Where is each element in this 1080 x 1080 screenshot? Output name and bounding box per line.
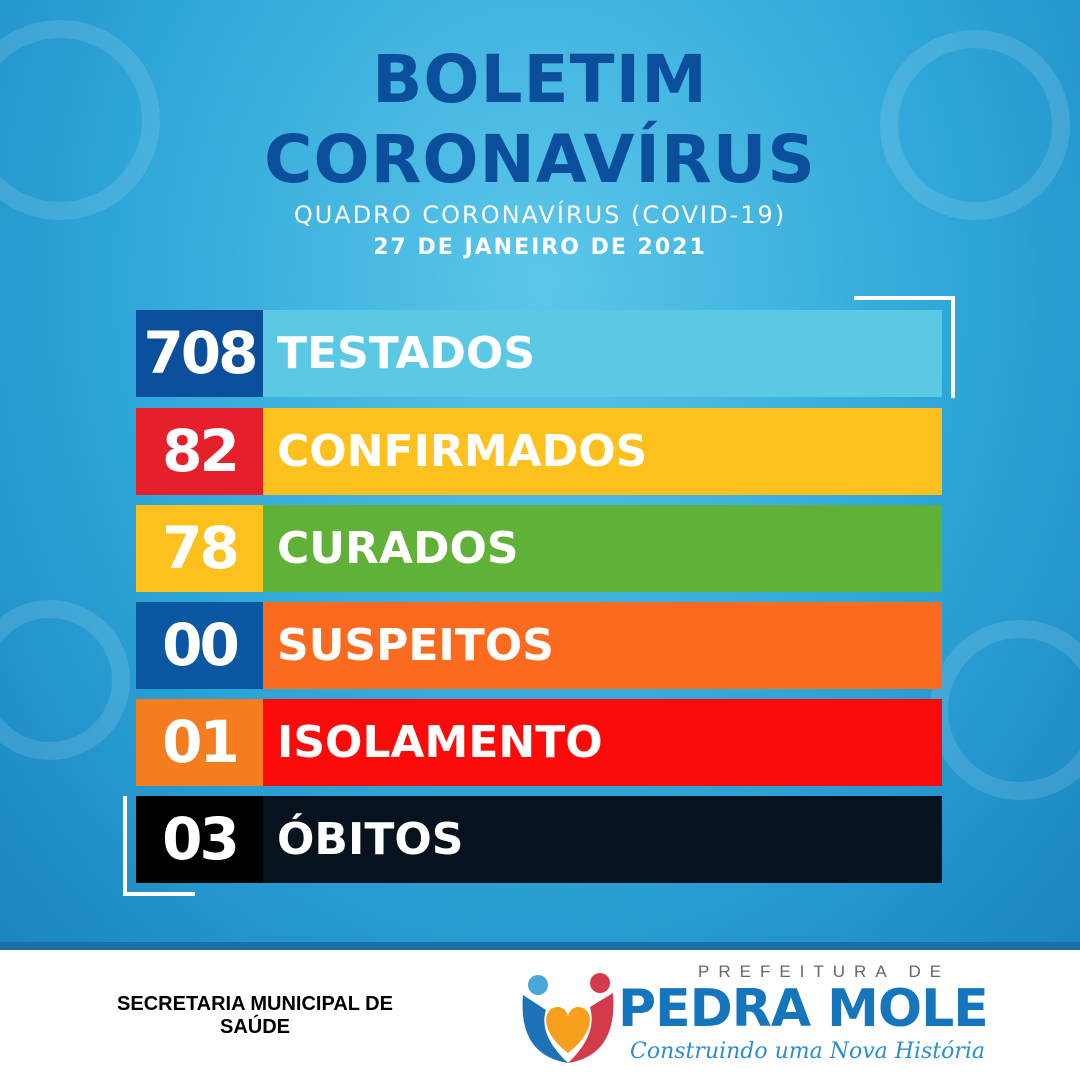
date: 27 DE JANEIRO DE 2021 <box>373 235 707 260</box>
stat-row-suspeitos: 00 SUSPEITOS <box>136 602 942 689</box>
logo-prefix: PREFEITURA DE <box>698 962 951 981</box>
logo-slogan: Construindo uma Nova História <box>630 1039 986 1064</box>
secretaria-line1: SECRETARIA MUNICIPAL DE <box>117 993 393 1015</box>
decorative-corner-bottom <box>123 796 195 896</box>
stat-value: 82 <box>136 408 263 495</box>
stat-row-confirmados: 82 CONFIRMADOS <box>136 408 942 495</box>
stat-label: ISOLAMENTO <box>263 699 942 786</box>
secretaria-line2: SAÚDE <box>219 1016 290 1038</box>
stat-row-curados: 78 CURADOS <box>136 505 942 592</box>
stat-label: CURADOS <box>263 505 942 592</box>
stat-value: 01 <box>136 699 263 786</box>
subtitle: QUADRO CORONAVÍRUS (COVID-19) <box>293 201 787 229</box>
stat-label: SUSPEITOS <box>263 602 942 689</box>
logo-name: PEDRA MOLE <box>618 979 989 1039</box>
stat-label: CONFIRMADOS <box>263 408 942 495</box>
footer-divider <box>0 942 1080 950</box>
stat-value: 00 <box>136 602 263 689</box>
stat-row-testados: 708 TESTADOS <box>136 310 942 397</box>
prefeitura-logo: PREFEITURA DE PEDRA MOLE Construindo uma… <box>518 963 998 1073</box>
stat-label: TESTADOS <box>263 310 942 397</box>
decorative-corner-top <box>854 296 955 398</box>
heart-people-icon <box>522 973 614 1063</box>
stat-row-isolamento: 01 ISOLAMENTO <box>136 699 942 786</box>
stat-value: 03 <box>136 796 263 883</box>
stat-label: ÓBITOS <box>263 796 942 883</box>
stat-value: 708 <box>136 310 263 397</box>
title-line2: CORONAVÍRUS <box>264 121 816 198</box>
stat-value: 78 <box>136 505 263 592</box>
title-line1: BOLETIM <box>372 41 708 118</box>
secretaria-label: SECRETARIA MUNICIPAL DE SAÚDE <box>60 993 450 1039</box>
stat-row-óbitos: 03 ÓBITOS <box>136 796 942 883</box>
